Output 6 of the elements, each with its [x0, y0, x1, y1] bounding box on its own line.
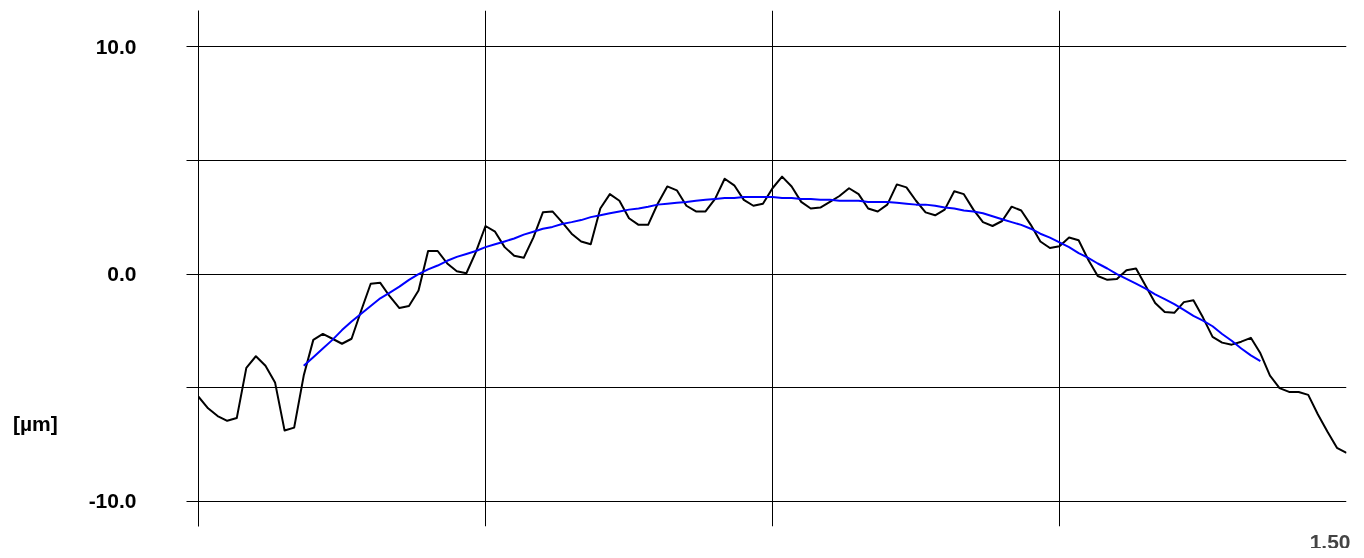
- y-tick-label: 10.0: [95, 34, 137, 58]
- y-axis-title: [µm]: [13, 411, 58, 437]
- y-tick-label: 0.0: [107, 262, 137, 286]
- text: 1.50: [1309, 529, 1351, 553]
- y-tick-label: -10.0: [88, 489, 137, 513]
- line-series: [302, 195, 1262, 367]
